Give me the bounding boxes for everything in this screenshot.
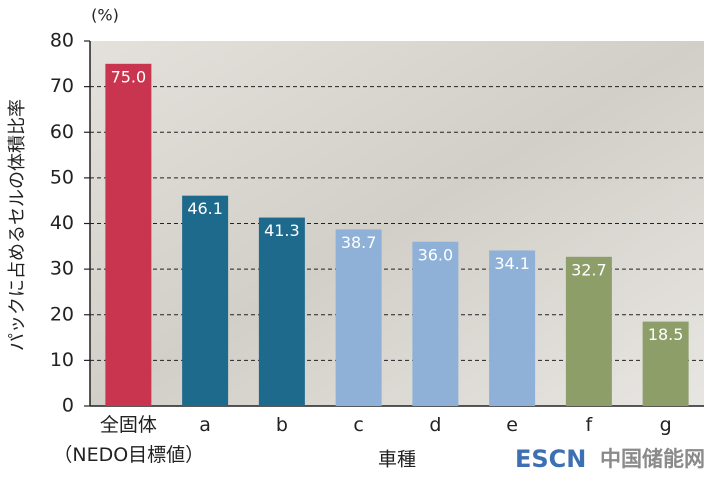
watermark-text: 中国储能网 [600, 447, 705, 471]
value-label: 34.1 [494, 254, 530, 273]
y-tick-label: 10 [50, 349, 74, 371]
y-tick-label: 0 [62, 395, 74, 417]
bar [258, 217, 305, 406]
x-tick-label: g [659, 414, 672, 436]
bar [105, 63, 152, 406]
watermark-logo: ESCN [515, 445, 586, 473]
x-tick-label: e [506, 414, 518, 436]
y-tick-label: 80 [50, 30, 74, 52]
x-tick-label: 全固体 （NEDO目標値） [53, 414, 205, 466]
x-tick-label: f [585, 414, 593, 436]
y-tick-label: 50 [50, 166, 74, 188]
y-tick-label: 70 [50, 75, 74, 97]
value-label: 46.1 [187, 199, 223, 218]
value-label: 38.7 [341, 233, 377, 252]
y-tick-label: 30 [50, 258, 74, 280]
value-label: 18.5 [648, 325, 684, 344]
value-label: 36.0 [418, 245, 454, 264]
x-axis-label: 車種 [378, 449, 416, 471]
x-tick-label: d [429, 414, 442, 436]
y-tick-label: 20 [50, 303, 74, 325]
bar [642, 321, 689, 406]
unit-label: (%) [91, 6, 119, 25]
bar [335, 229, 382, 406]
bar [489, 250, 536, 406]
x-tick-label: a [199, 414, 211, 436]
value-label: 32.7 [571, 260, 607, 279]
bar [565, 256, 612, 406]
x-tick-label: c [353, 414, 364, 436]
x-tick-label: b [275, 414, 288, 436]
y-axis-label: パックに占めるセルの体積比率 [7, 99, 28, 351]
y-tick-label: 60 [50, 121, 74, 143]
y-tick-label: 40 [50, 212, 74, 234]
value-label: 75.0 [111, 67, 147, 86]
bar [182, 195, 229, 406]
value-label: 41.3 [264, 221, 300, 240]
bar [412, 241, 459, 406]
